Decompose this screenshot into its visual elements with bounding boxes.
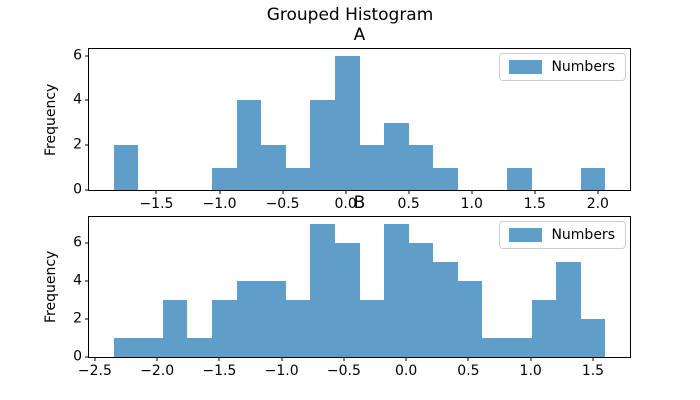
x-tick-mark — [405, 357, 407, 361]
x-tick-label: 0.0 — [395, 363, 418, 379]
x-tick-mark — [343, 357, 345, 361]
x-tick-mark — [281, 357, 283, 361]
histogram-bar — [360, 299, 384, 357]
legend-label: Numbers — [551, 227, 615, 243]
histogram-bar — [458, 280, 482, 357]
x-tick-mark — [156, 357, 158, 361]
figure-title: Grouped Histogram — [266, 5, 434, 25]
histogram-bar — [335, 55, 360, 190]
histogram-bar — [384, 223, 409, 357]
x-tick-label: −1.5 — [202, 363, 237, 379]
y-tick-mark — [85, 356, 89, 358]
histogram-bar — [261, 145, 286, 190]
x-tick-mark — [219, 190, 221, 194]
histogram-bar — [261, 280, 286, 357]
histogram-bar — [360, 145, 384, 190]
histogram-bar — [187, 337, 212, 357]
x-tick-label: 1.0 — [460, 196, 483, 212]
x-tick-mark — [471, 190, 473, 194]
legend-swatch-icon — [509, 228, 543, 242]
x-tick-mark — [534, 190, 536, 194]
legend-swatch-icon — [509, 60, 543, 74]
histogram-bar — [556, 261, 581, 357]
subplot-b-legend: Numbers — [499, 221, 626, 249]
x-tick-label: 1.5 — [523, 196, 546, 212]
y-tick-mark — [85, 318, 89, 320]
x-tick-mark — [345, 190, 347, 194]
y-tick-label: 0 — [73, 181, 82, 198]
x-tick-label: 1.5 — [581, 363, 605, 379]
x-tick-label: 0.5 — [457, 363, 480, 379]
histogram-bar — [237, 280, 261, 357]
subplot-a-y-axis-label: Frequency — [43, 83, 59, 156]
x-tick-label: −0.5 — [326, 363, 361, 379]
x-tick-mark — [94, 357, 96, 361]
y-tick-label: 2 — [73, 136, 82, 153]
histogram-bar — [212, 299, 237, 357]
y-tick-label: 0 — [73, 348, 82, 365]
subplot-a-title: A — [353, 25, 366, 45]
subplot-b-title: B — [353, 193, 366, 213]
y-tick-mark — [85, 55, 89, 57]
x-tick-label: 0.5 — [397, 196, 420, 212]
x-tick-mark — [592, 357, 594, 361]
subplot-b-y-axis-label: Frequency — [43, 250, 59, 324]
subplot-b: B Frequency Numbers −2.5 −2.0 −1.5 −1.0 −0.5… — [43, 193, 631, 379]
histogram-bar — [433, 167, 458, 190]
histogram-bar — [286, 167, 310, 190]
histogram-bar — [212, 167, 237, 190]
y-tick-label: 2 — [73, 310, 82, 327]
y-tick-label: 6 — [73, 47, 82, 64]
y-tick-label: 4 — [73, 272, 82, 289]
y-tick-mark — [85, 189, 89, 191]
legend-label: Numbers — [551, 59, 615, 75]
histogram-bar — [507, 167, 532, 190]
y-tick-label: 6 — [73, 234, 82, 251]
histogram-bar — [310, 223, 335, 357]
histogram-bar — [335, 242, 360, 357]
histogram-bar — [433, 261, 458, 357]
x-tick-label: −1.0 — [202, 196, 237, 212]
histogram-bar — [532, 299, 556, 357]
x-tick-label: −1.5 — [139, 196, 174, 212]
histogram-bar — [138, 337, 163, 357]
histogram-bar — [482, 337, 507, 357]
x-tick-mark — [218, 357, 220, 361]
histogram-bar — [237, 100, 261, 190]
y-tick-mark — [85, 242, 89, 244]
y-tick-mark — [85, 280, 89, 282]
histogram-bar — [163, 299, 187, 357]
histogram-bar — [384, 122, 409, 190]
histogram-bar — [409, 145, 433, 190]
histogram-bar — [507, 337, 532, 357]
x-tick-mark — [282, 190, 284, 194]
x-tick-label: 2.0 — [586, 196, 609, 212]
x-tick-label: −2.0 — [140, 363, 175, 379]
x-tick-label: −1.0 — [264, 363, 299, 379]
x-tick-mark — [467, 357, 469, 361]
x-tick-label: 0.0 — [334, 196, 357, 212]
x-tick-label: −0.5 — [265, 196, 300, 212]
histogram-bar — [581, 167, 605, 190]
histogram-bar — [310, 100, 335, 190]
x-tick-mark — [155, 190, 157, 194]
x-tick-mark — [530, 357, 532, 361]
histogram-bar — [286, 299, 310, 357]
x-tick-mark — [408, 190, 410, 194]
x-tick-mark — [597, 190, 599, 194]
subplot-a-legend: Numbers — [499, 53, 626, 81]
y-tick-mark — [85, 99, 89, 101]
x-tick-label: 1.0 — [519, 363, 542, 379]
histogram-bar — [114, 337, 138, 357]
histogram-bar — [114, 145, 138, 190]
y-tick-mark — [85, 144, 89, 146]
x-tick-label: −2.5 — [77, 363, 112, 379]
histogram-bar — [409, 242, 433, 357]
histogram-bar — [581, 318, 605, 357]
y-tick-label: 4 — [73, 92, 82, 109]
subplot-a: A Frequency Numbers −1.5 −1.0 −0.5 0.0 0.5 1.… — [43, 25, 631, 212]
